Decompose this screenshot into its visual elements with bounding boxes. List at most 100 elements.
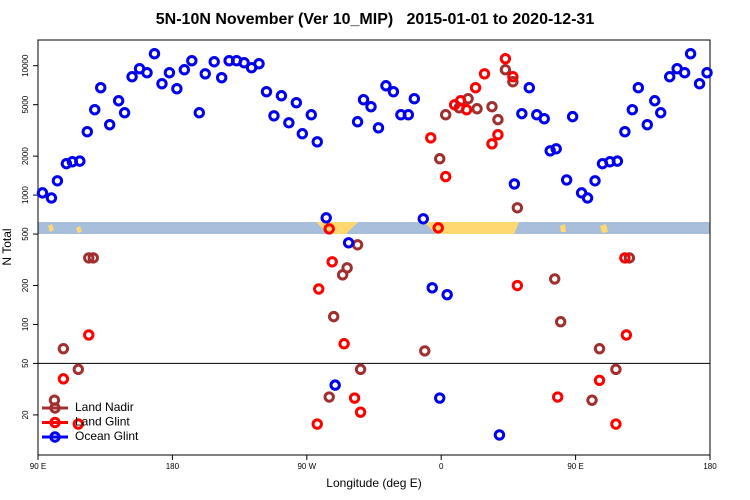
legend-item: Land Nadir [42,400,134,414]
legend-label: Land Glint [75,415,130,429]
point [593,374,606,387]
point [589,175,601,187]
point [215,71,228,84]
point [338,338,350,350]
point [51,175,64,187]
point [439,170,452,183]
point [313,283,325,295]
point [408,92,421,105]
point [83,329,95,341]
point [516,107,528,120]
point [566,110,579,123]
point [460,104,473,116]
point [148,48,161,60]
y-tick-label: 5000 [21,95,30,113]
point [354,363,367,376]
point [326,256,338,268]
y-tick-label: 2000 [21,147,30,165]
point [684,48,697,60]
point [118,107,131,119]
point [434,153,446,165]
point [508,178,521,190]
point [619,252,631,264]
point [342,237,355,249]
y-tick-label: 100 [21,317,30,331]
point [380,80,392,92]
point [439,109,452,121]
point [507,76,519,88]
y-tick-label: 10000 [21,54,30,77]
point [112,95,125,107]
y-tick-label: 500 [21,227,30,241]
point [701,66,713,79]
point [57,342,70,355]
point [199,68,211,80]
legend-label: Ocean Glint [75,429,139,443]
point [432,222,444,234]
point [311,418,323,430]
point [351,239,364,251]
ocean-band [38,222,710,234]
point [511,279,524,292]
chart-title: 5N-10N November (Ver 10_MIP) 2015-01-01 … [156,11,595,28]
point [471,103,483,115]
point [632,82,645,94]
x-tick-label: 90 E [30,462,46,471]
point [74,155,86,167]
point [417,213,429,225]
point [95,82,107,94]
y-axis-label: N Total [0,228,14,265]
point [341,262,353,274]
point [36,187,49,199]
point [268,110,280,122]
point [499,52,512,65]
point [538,113,550,125]
land-band [600,224,608,233]
land-band [560,224,566,232]
point [290,96,303,109]
point [610,418,622,430]
point [357,94,370,106]
legend-item: Ocean Glint [42,429,139,443]
point [581,192,594,204]
point [486,138,498,150]
land-band [424,222,519,234]
x-tick-label: 180 [166,462,180,471]
y-tick-label: 200 [21,278,30,292]
point [329,379,341,391]
point [296,128,309,140]
point [351,116,364,128]
point [323,391,335,403]
point [426,282,438,294]
land-band [76,226,82,233]
point [283,117,295,129]
point [649,95,661,107]
point [419,345,431,357]
point [493,429,506,441]
y-tick-label: 50 [21,358,30,367]
point [507,71,519,83]
point [486,101,498,113]
point [548,273,561,285]
point [57,373,70,385]
point [238,56,250,69]
point [492,113,504,126]
point [305,109,317,121]
point [45,192,58,204]
series [36,48,713,441]
y-tick-label: 20 [21,410,30,419]
point [663,71,676,83]
point [253,58,265,70]
point [260,85,273,98]
point [171,83,183,95]
x-tick-label: 90 W [297,462,316,471]
point [678,66,691,79]
point [550,143,562,155]
point [554,316,567,328]
point [311,136,323,148]
point [626,104,639,116]
x-tick-label: 180 [703,462,717,471]
point [523,82,536,94]
point [402,109,415,121]
